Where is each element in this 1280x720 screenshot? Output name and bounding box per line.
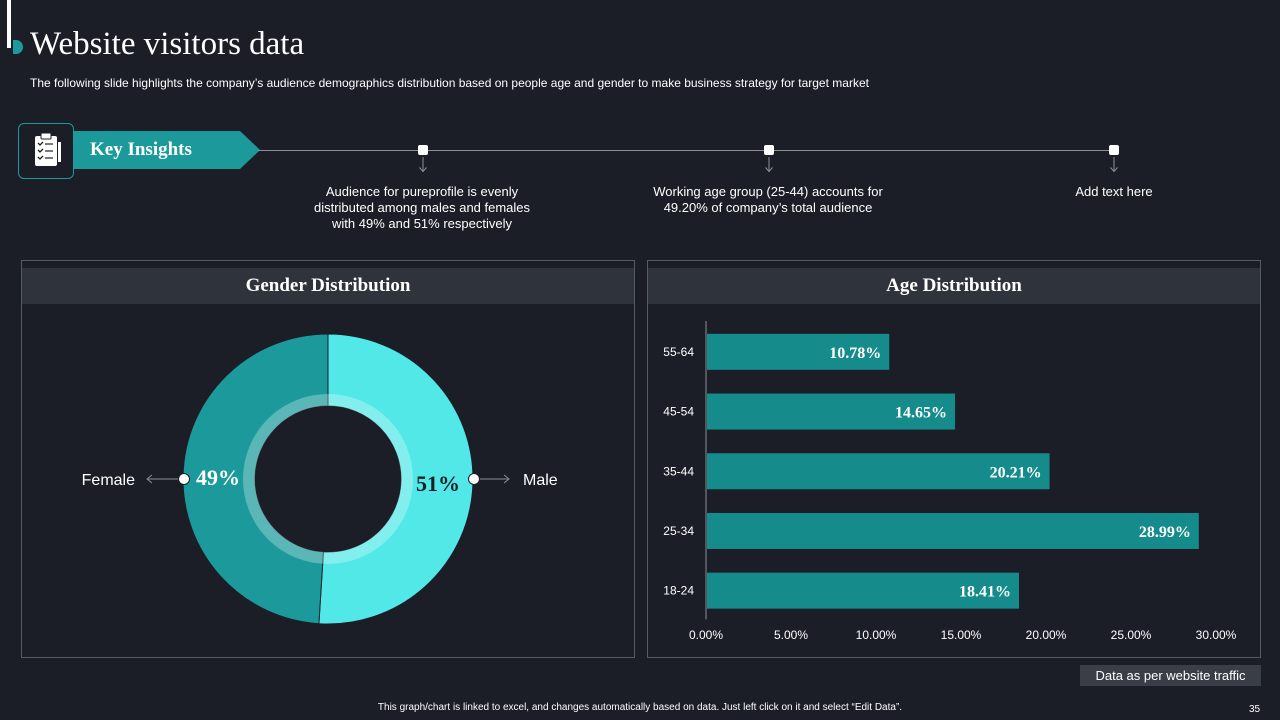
arrow-down-icon	[419, 157, 427, 173]
insight-text: Add text here	[1075, 184, 1153, 199]
timeline-node	[764, 145, 774, 155]
x-tick-label: 30.00%	[1196, 628, 1237, 642]
female-marker	[178, 473, 190, 485]
bar-value-label: 10.78%	[829, 345, 881, 362]
insight-text: Audience for pureprofile is evenly distr…	[313, 184, 531, 231]
x-tick-label: 15.00%	[941, 628, 982, 642]
donut-inner-ring	[243, 394, 413, 564]
x-tick-label: 20.00%	[1026, 628, 1067, 642]
clipboard-checklist-icon	[35, 132, 61, 166]
bar-value-label: 20.21%	[990, 464, 1042, 481]
timeline-node	[1109, 145, 1119, 155]
arrow-down-icon	[765, 157, 773, 173]
y-tick-label: 45-54	[663, 405, 694, 419]
age-bar-chart: 55-64 10.78% 45-54 14.65% 35-44 20.21% 25-34 28…	[663, 321, 1237, 642]
bar	[707, 512, 1199, 549]
bar-value-label: 28.99%	[1139, 524, 1191, 541]
key-insights-icon-box	[18, 123, 74, 179]
x-tick-label: 5.00%	[774, 628, 808, 642]
page-number: 35	[1249, 704, 1261, 715]
donut-value-label-female: 49%	[196, 465, 240, 490]
legend-label-female: Female	[82, 472, 135, 489]
timeline-line	[258, 150, 1118, 151]
page-subtitle: The following slide highlights the compa…	[30, 76, 869, 90]
key-insights-banner	[74, 131, 260, 169]
panel-title: Gender Distribution	[22, 268, 634, 304]
x-tick-label: 25.00%	[1111, 628, 1152, 642]
age-distribution-panel: Age Distribution	[647, 260, 1261, 658]
bar	[707, 333, 890, 370]
y-tick-label: 35-44	[663, 464, 694, 478]
arrow-right-icon	[503, 474, 510, 484]
bar	[707, 572, 1019, 609]
male-marker	[468, 473, 480, 485]
arrow-down-icon	[1110, 157, 1118, 173]
gender-donut-chart: 49% 51% Female Male	[82, 333, 558, 625]
y-tick-label: 25-34	[663, 524, 694, 538]
bar	[707, 393, 956, 430]
bar-value-label: 18.41%	[959, 584, 1011, 601]
donut-hole	[255, 406, 401, 552]
donut-value-label-male: 51%	[416, 471, 460, 496]
y-tick-label: 55-64	[663, 345, 694, 359]
timeline-node	[418, 145, 428, 155]
title-accent-bar	[7, 0, 11, 48]
arrow-left-icon	[146, 474, 153, 484]
title-accent-dot	[13, 40, 23, 54]
bar	[707, 453, 1050, 490]
data-source-badge: Data as per website traffic	[1080, 665, 1261, 686]
y-tick-label: 18-24	[663, 584, 694, 598]
x-tick-label: 0.00%	[689, 628, 723, 642]
legend-label-male: Male	[523, 472, 558, 489]
insight-text: Working age group (25-44) accounts for 4…	[653, 184, 883, 215]
gender-distribution-panel: Gender Distribution	[21, 260, 635, 658]
key-insights-label: Key Insights	[90, 139, 192, 160]
footnote: This graph/chart is linked to excel, and…	[377, 702, 903, 713]
panel-title: Age Distribution	[648, 268, 1260, 304]
x-tick-label: 10.00%	[856, 628, 897, 642]
page-title: Website visitors data	[30, 26, 305, 62]
bar-value-label: 14.65%	[895, 405, 947, 422]
